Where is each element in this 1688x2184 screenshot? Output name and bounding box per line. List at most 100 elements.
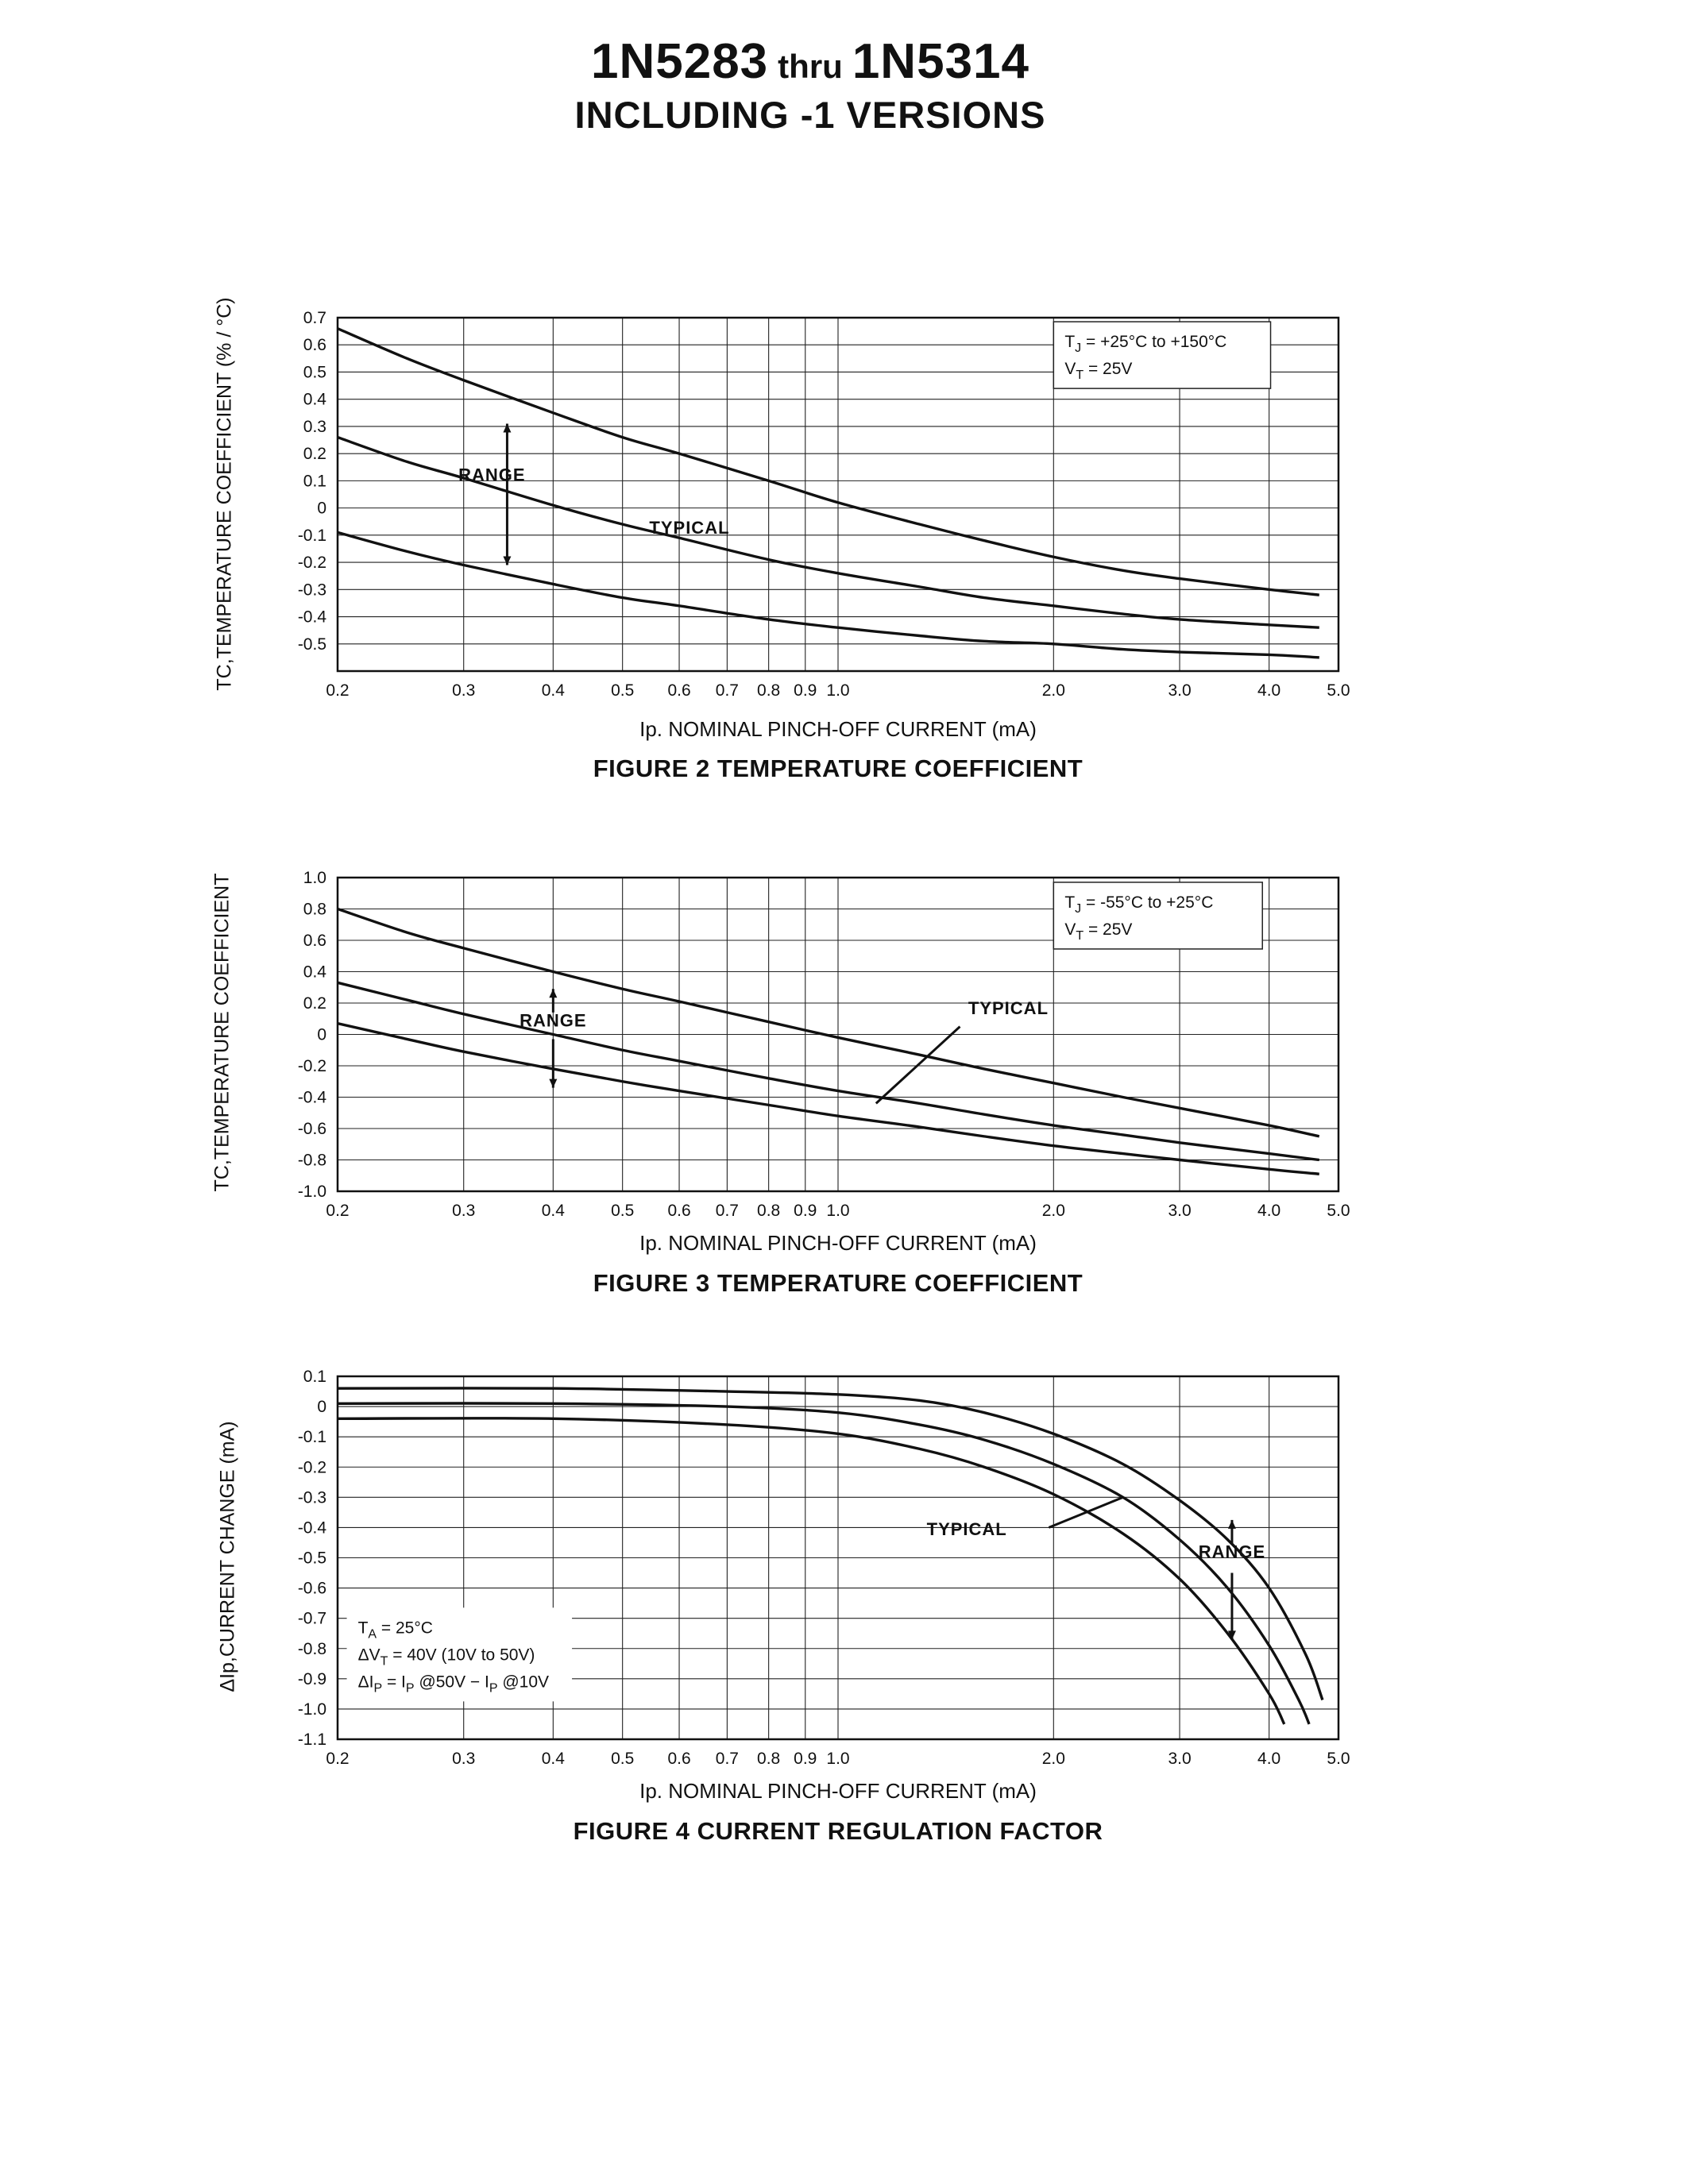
svg-text:1.0: 1.0: [826, 681, 849, 700]
svg-text:4.0: 4.0: [1257, 1750, 1280, 1768]
svg-text:-0.2: -0.2: [298, 554, 326, 572]
svg-text:2.0: 2.0: [1042, 1202, 1065, 1220]
curve-typical: [338, 981, 1319, 1162]
svg-text:1.0: 1.0: [303, 869, 326, 887]
tick-labels: 0.2 0.3 0.4 0.5 0.6 0.7 0.8 0.9 1.0 2.0 3.0 4.0 5.0 1…: [298, 869, 1350, 1220]
svg-text:0.8: 0.8: [757, 681, 780, 700]
svg-text:0.5: 0.5: [303, 363, 326, 381]
svg-text:1.0: 1.0: [826, 1202, 849, 1220]
svg-text:3.0: 3.0: [1168, 1750, 1191, 1768]
svg-text:0.5: 0.5: [611, 681, 634, 700]
svg-text:0.6: 0.6: [667, 1750, 690, 1768]
svg-text:0.3: 0.3: [452, 1202, 475, 1220]
fig3-x-axis-label: Ip. NOMINAL PINCH-OFF CURRENT (mA): [639, 1231, 1037, 1255]
svg-text:0.4: 0.4: [303, 391, 327, 409]
curve-typical: [338, 436, 1319, 629]
svg-text:0.7: 0.7: [303, 309, 326, 327]
svg-text:0.8: 0.8: [757, 1750, 780, 1768]
svg-text:3.0: 3.0: [1168, 681, 1191, 700]
curve-range-lower: [338, 531, 1319, 659]
title-thru: thru: [778, 48, 843, 85]
curve-range-upper: [338, 907, 1320, 1138]
svg-text:0: 0: [317, 500, 326, 518]
svg-text:0.9: 0.9: [794, 681, 817, 700]
fig4-y-axis-label: ΔIp,CURRENT CHANGE (mA): [216, 1421, 239, 1692]
fig3-y-axis-label: TC,TEMPERATURE COEFFICIENT: [211, 873, 234, 1192]
tick-labels: 0.2 0.3 0.4 0.5 0.6 0.7 0.8 0.9 1.0 2.0 3.0 4.0 5.0 0…: [298, 309, 1350, 700]
gridlines: [337, 1376, 1339, 1740]
plot-border: [336, 316, 1340, 673]
svg-text:0: 0: [317, 1398, 326, 1416]
conditions-box: [346, 1607, 573, 1702]
curve-range-upper: [338, 1387, 1324, 1701]
curve-range-upper: [338, 327, 1319, 596]
conditions-box: [1053, 882, 1263, 950]
svg-text:5.0: 5.0: [1327, 681, 1350, 700]
svg-text:0.7: 0.7: [716, 1750, 739, 1768]
svg-text:0.4: 0.4: [303, 963, 327, 982]
svg-text:-0.2: -0.2: [298, 1057, 326, 1075]
condition-line: VT = 25V: [1064, 360, 1132, 382]
fig2-chart: 0.2 0.3 0.4 0.5 0.6 0.7 0.8 0.9 1.0 2.0 3.0 4.0 5.0 0…: [298, 309, 1350, 700]
condition-line: TJ = +25°C to +150°C: [1064, 333, 1226, 355]
svg-text:0.1: 0.1: [303, 472, 326, 490]
svg-text:-0.3: -0.3: [298, 581, 326, 599]
fig3-chart: 0.2 0.3 0.4 0.5 0.6 0.7 0.8 0.9 1.0 2.0 3.0 4.0 5.0 1…: [298, 869, 1350, 1220]
svg-text:0.6: 0.6: [667, 681, 690, 700]
fig4-x-axis-label: Ip. NOMINAL PINCH-OFF CURRENT (mA): [639, 1779, 1037, 1803]
annotation-typical: TYPICAL: [649, 518, 729, 538]
svg-text:-0.5: -0.5: [298, 1549, 326, 1568]
svg-text:0.2: 0.2: [303, 994, 326, 1013]
chart-root: 0.2 0.3 0.4 0.5 0.6 0.7 0.8 0.9 1.0 2.0 3.0 4.0 5.0 1…: [298, 869, 1350, 1220]
svg-text:-0.8: -0.8: [298, 1152, 326, 1170]
svg-text:-0.2: -0.2: [298, 1458, 326, 1476]
svg-text:-0.1: -0.1: [298, 527, 326, 545]
fig2-y-axis-label: TC,TEMPERATURE COEFFICIENT (% / °C): [213, 297, 236, 691]
condition-line: ΔIP = IP @50V − IP @10V: [358, 1673, 550, 1695]
condition-line: VT = 25V: [1064, 920, 1132, 943]
svg-text:0.6: 0.6: [303, 336, 326, 354]
fig2-x-axis-label: Ip. NOMINAL PINCH-OFF CURRENT (mA): [639, 717, 1037, 741]
svg-text:-0.9: -0.9: [298, 1670, 326, 1688]
svg-text:0.2: 0.2: [326, 1202, 349, 1220]
part-number-title: 1N5283 thru 1N5314: [0, 33, 1620, 90]
svg-text:2.0: 2.0: [1042, 681, 1065, 700]
svg-text:-1.0: -1.0: [298, 1700, 326, 1719]
annotation-range: RANGE: [1199, 1542, 1265, 1562]
svg-text:0.4: 0.4: [542, 1202, 566, 1220]
svg-text:0.3: 0.3: [452, 681, 475, 700]
condition-line: TA = 25°C: [358, 1619, 433, 1641]
annotation-typical: TYPICAL: [927, 1519, 1007, 1539]
svg-text:0.3: 0.3: [303, 418, 326, 436]
svg-text:0.5: 0.5: [611, 1750, 634, 1768]
svg-text:0.1: 0.1: [303, 1368, 326, 1386]
svg-text:0.4: 0.4: [542, 681, 566, 700]
svg-text:4.0: 4.0: [1257, 681, 1280, 700]
svg-text:1.0: 1.0: [826, 1750, 849, 1768]
svg-text:-0.4: -0.4: [298, 1089, 327, 1107]
svg-text:0.9: 0.9: [794, 1750, 817, 1768]
svg-text:-0.5: -0.5: [298, 635, 326, 654]
svg-text:5.0: 5.0: [1327, 1750, 1350, 1768]
svg-text:0.8: 0.8: [303, 901, 326, 919]
fig3-caption: FIGURE 3 TEMPERATURE COEFFICIENT: [593, 1269, 1083, 1297]
part-number-start: 1N5283: [590, 34, 769, 89]
svg-text:0.8: 0.8: [757, 1202, 780, 1220]
svg-text:0.5: 0.5: [611, 1202, 634, 1220]
svg-text:4.0: 4.0: [1257, 1202, 1280, 1220]
plot-border: [336, 1375, 1340, 1741]
fig4-chart: 0.2 0.3 0.4 0.5 0.6 0.7 0.8 0.9 1.0 2.0 3.0 4.0 5.0 0…: [298, 1368, 1350, 1768]
svg-text:0.2: 0.2: [326, 1750, 349, 1768]
svg-text:-0.6: -0.6: [298, 1120, 326, 1138]
curve-range-lower: [338, 1022, 1319, 1175]
svg-text:-1.1: -1.1: [298, 1731, 326, 1749]
svg-text:0: 0: [317, 1026, 326, 1044]
conditions-box: [1053, 321, 1272, 389]
svg-text:5.0: 5.0: [1327, 1202, 1350, 1220]
svg-text:0.7: 0.7: [716, 681, 739, 700]
svg-text:-0.4: -0.4: [298, 608, 327, 627]
svg-text:0.4: 0.4: [542, 1750, 566, 1768]
svg-text:3.0: 3.0: [1168, 1202, 1191, 1220]
chart-root: 0.2 0.3 0.4 0.5 0.6 0.7 0.8 0.9 1.0 2.0 3.0 4.0 5.0 0…: [298, 309, 1350, 700]
